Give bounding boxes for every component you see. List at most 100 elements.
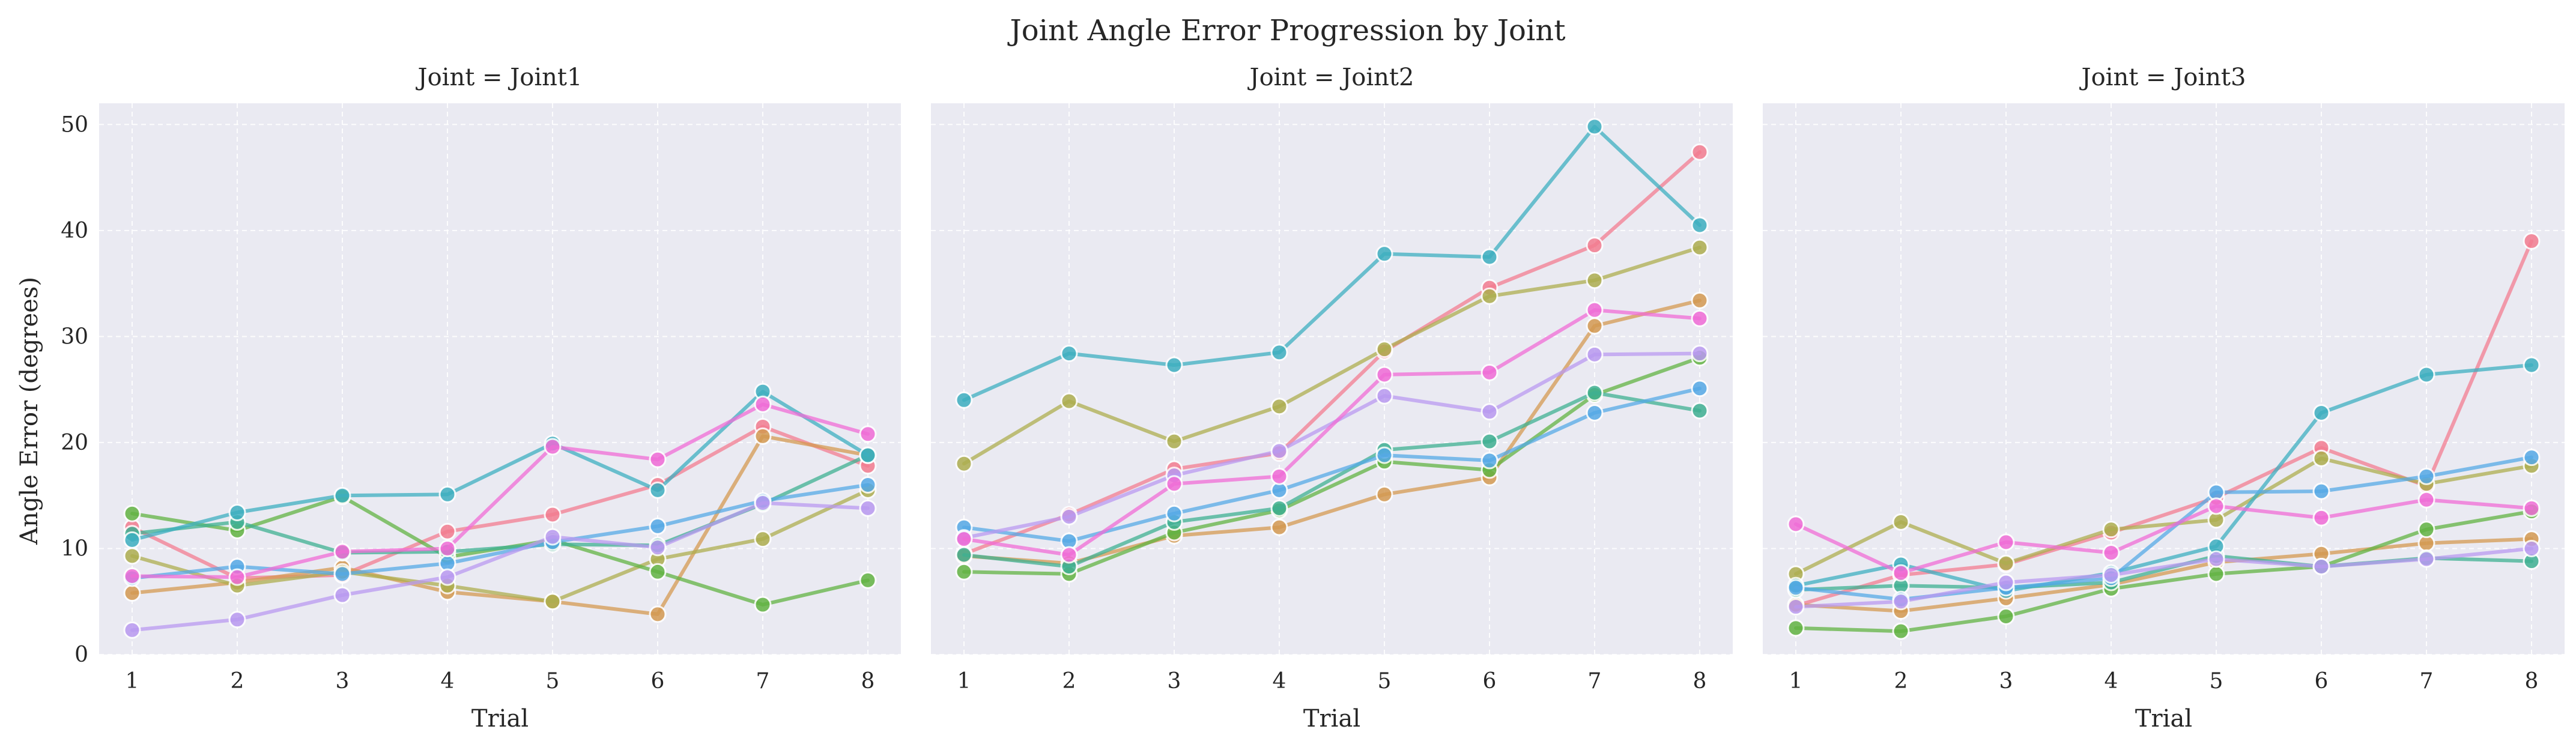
data-point xyxy=(228,503,246,521)
x-tick-label: 7 xyxy=(756,669,770,694)
data-point xyxy=(2523,356,2541,374)
series-line xyxy=(1794,537,2533,613)
data-point xyxy=(2102,544,2120,562)
data-point xyxy=(2312,509,2330,527)
data-point xyxy=(2312,482,2330,500)
x-tick-label: 1 xyxy=(957,669,971,694)
series-line xyxy=(962,246,1702,466)
x-tick-label: 3 xyxy=(336,669,350,694)
data-point xyxy=(2312,449,2330,467)
data-point xyxy=(123,531,141,549)
x-tick-label: 3 xyxy=(1999,669,2013,694)
y-tick-label: 50 xyxy=(61,112,88,137)
panel-3: 1 2 3 4 5 6 7 8 Joint = Joint3 Trial xyxy=(1763,64,2565,733)
series-line xyxy=(1794,498,2533,575)
data-point xyxy=(544,528,562,546)
data-point xyxy=(1270,518,1288,536)
data-point xyxy=(2207,550,2225,568)
data-point xyxy=(1375,387,1393,405)
data-point xyxy=(1586,301,1604,319)
data-point xyxy=(859,499,877,517)
data-point xyxy=(1787,579,1805,597)
series-6 xyxy=(955,118,1709,409)
data-point xyxy=(123,567,141,585)
data-point xyxy=(2523,449,2541,467)
series-line xyxy=(1794,546,2533,609)
series-line xyxy=(962,386,1702,543)
data-point xyxy=(1691,380,1709,398)
data-point xyxy=(649,481,667,499)
data-point xyxy=(1586,317,1604,335)
data-point xyxy=(859,446,877,464)
data-point xyxy=(1691,216,1709,234)
series-line xyxy=(130,390,870,542)
data-point xyxy=(1691,238,1709,256)
data-point xyxy=(1060,345,1078,363)
data-point xyxy=(123,621,141,639)
x-tick-label: 3 xyxy=(1168,669,1181,694)
data-point xyxy=(1480,452,1499,470)
data-point xyxy=(1270,467,1288,485)
data-point xyxy=(1480,432,1499,450)
data-point xyxy=(1060,508,1078,525)
series-line xyxy=(130,488,870,603)
data-point xyxy=(123,504,141,522)
series-3 xyxy=(955,238,1709,473)
data-point xyxy=(2523,499,2541,517)
panel-title: Joint = Joint2 xyxy=(1247,64,1414,91)
x-tick-label: 2 xyxy=(231,669,244,694)
data-point xyxy=(1997,573,2015,591)
data-point xyxy=(438,568,456,586)
data-point xyxy=(2207,497,2225,515)
panels-group: 0 10 20 30 40 50 1 2 3 4 5 6 7 8 Joint = Joint1 Trial 1 2… xyxy=(61,64,2565,733)
data-point xyxy=(754,596,772,614)
data-point xyxy=(754,494,772,512)
data-point xyxy=(2523,232,2541,250)
data-point xyxy=(1060,392,1078,410)
data-point xyxy=(1270,499,1288,517)
data-point xyxy=(1787,619,1805,637)
series-9 xyxy=(955,301,1709,564)
data-point xyxy=(1586,237,1604,255)
data-point xyxy=(859,571,877,589)
data-point xyxy=(955,455,973,473)
x-axis-label: Trial xyxy=(471,705,529,733)
data-point xyxy=(1270,442,1288,460)
data-point xyxy=(2417,467,2435,485)
data-point xyxy=(859,476,877,494)
series-line xyxy=(130,483,870,580)
data-point xyxy=(1480,403,1499,421)
data-point xyxy=(333,486,351,504)
data-point xyxy=(123,547,141,565)
x-tick-label: 6 xyxy=(2315,669,2329,694)
data-point xyxy=(228,568,246,586)
series-9 xyxy=(1787,491,2541,582)
data-point xyxy=(544,593,562,611)
data-point xyxy=(1480,287,1499,305)
x-tick-label: 8 xyxy=(2525,669,2539,694)
data-point xyxy=(1691,402,1709,420)
data-point xyxy=(333,543,351,561)
series-line xyxy=(962,308,1702,557)
series-line xyxy=(130,425,870,580)
data-point xyxy=(1586,384,1604,402)
series-line xyxy=(130,402,870,579)
x-tick-label: 4 xyxy=(1273,669,1286,694)
x-tick-label: 8 xyxy=(1693,669,1707,694)
panel-background xyxy=(99,103,901,655)
chart-title: Joint Angle Error Progression by Joint xyxy=(1007,14,1565,47)
data-point xyxy=(2417,491,2435,509)
x-tick-label: 4 xyxy=(2105,669,2118,694)
x-axis-label: Trial xyxy=(2135,705,2192,733)
data-point xyxy=(1892,513,1910,531)
x-tick-label: 7 xyxy=(1588,669,1602,694)
x-tick-label: 1 xyxy=(126,669,139,694)
series-line xyxy=(1794,509,2533,634)
data-point xyxy=(1997,554,2015,572)
series-8 xyxy=(123,494,877,639)
data-point xyxy=(649,450,667,468)
x-tick-label: 8 xyxy=(861,669,875,694)
data-point xyxy=(1997,607,2015,625)
data-point xyxy=(1691,345,1709,363)
data-point xyxy=(1787,598,1805,616)
